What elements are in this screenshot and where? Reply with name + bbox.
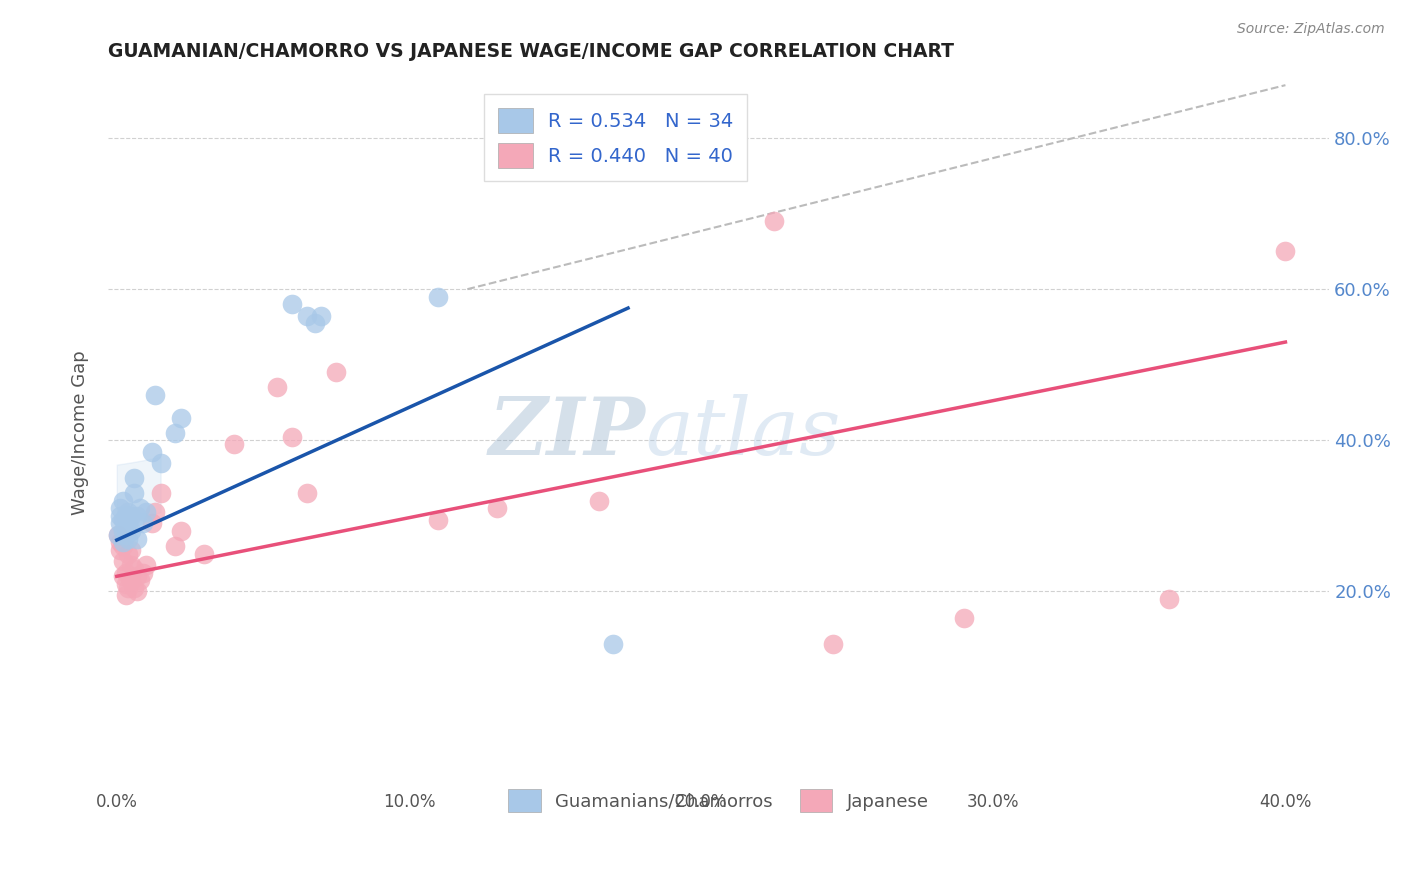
Point [427, 513, 450, 527]
Point [108, 516, 131, 531]
Point [111, 493, 134, 508]
Point [266, 380, 288, 394]
Point [602, 637, 624, 651]
Point [114, 588, 136, 602]
Point [108, 535, 131, 549]
Point [127, 569, 149, 583]
Point [127, 532, 149, 546]
Point [193, 547, 215, 561]
Point [111, 569, 134, 583]
Point [485, 501, 508, 516]
Point [127, 584, 149, 599]
Point [1157, 591, 1180, 606]
Text: ZIP: ZIP [488, 394, 645, 472]
Point [149, 456, 172, 470]
Point [135, 558, 157, 572]
Point [124, 562, 146, 576]
Point [295, 486, 318, 500]
Point [124, 581, 146, 595]
Point [135, 505, 157, 519]
Point [114, 566, 136, 580]
Point [107, 527, 129, 541]
Point [165, 539, 187, 553]
Point [120, 573, 142, 587]
Point [120, 524, 142, 538]
Point [132, 516, 155, 531]
Point [165, 425, 187, 440]
Point [141, 444, 163, 458]
Point [120, 508, 142, 523]
Point [108, 508, 131, 523]
Point [120, 558, 142, 572]
Point [114, 508, 136, 523]
Point [170, 410, 193, 425]
Point [111, 524, 134, 538]
Point [311, 309, 333, 323]
Point [304, 316, 326, 330]
Point [117, 505, 139, 519]
Point [132, 566, 155, 580]
Point [124, 486, 146, 500]
Point [325, 365, 347, 379]
Point [427, 290, 450, 304]
Point [953, 611, 976, 625]
Point [821, 637, 844, 651]
Point [111, 539, 134, 553]
Y-axis label: Wage/Income Gap: Wage/Income Gap [72, 351, 89, 515]
Point [114, 520, 136, 534]
Point [111, 554, 134, 568]
Point [117, 581, 139, 595]
Point [149, 486, 172, 500]
Point [114, 577, 136, 591]
Point [143, 388, 166, 402]
Point [281, 429, 304, 443]
Point [114, 527, 136, 541]
Text: GUAMANIAN/CHAMORRO VS JAPANESE WAGE/INCOME GAP CORRELATION CHART: GUAMANIAN/CHAMORRO VS JAPANESE WAGE/INCO… [108, 42, 955, 61]
Point [281, 297, 304, 311]
Point [111, 513, 134, 527]
Text: atlas: atlas [645, 394, 841, 472]
Point [117, 547, 139, 561]
Legend: Guamanians/Chamorros, Japanese: Guamanians/Chamorros, Japanese [496, 777, 942, 825]
Point [127, 508, 149, 523]
Point [117, 516, 139, 531]
Point [141, 516, 163, 531]
Point [1274, 244, 1296, 259]
Point [763, 214, 786, 228]
Text: Source: ZipAtlas.com: Source: ZipAtlas.com [1237, 22, 1385, 37]
Point [295, 309, 318, 323]
Point [222, 437, 245, 451]
Point [108, 542, 131, 557]
Point [124, 471, 146, 485]
Point [170, 524, 193, 538]
Point [143, 505, 166, 519]
Point [111, 535, 134, 549]
Point [120, 542, 142, 557]
Point [117, 532, 139, 546]
Point [108, 501, 131, 516]
Point [588, 493, 610, 508]
Point [107, 527, 129, 541]
Point [129, 501, 152, 516]
Point [129, 573, 152, 587]
